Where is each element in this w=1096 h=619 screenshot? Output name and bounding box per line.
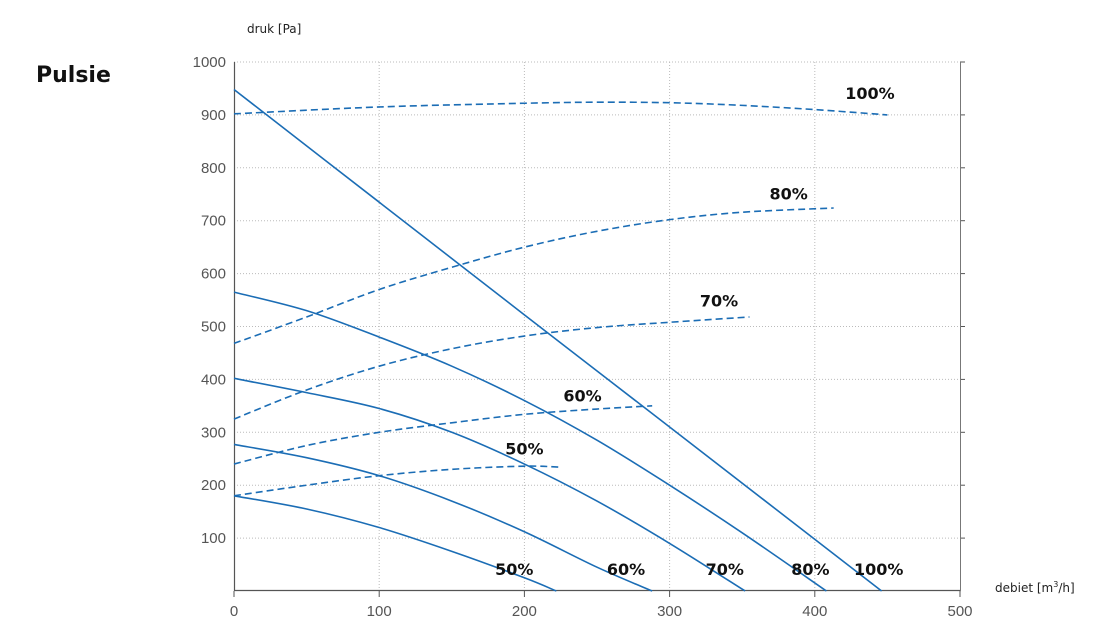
fan-curve-80pct	[233, 291, 827, 592]
y-tick-label: 600	[201, 266, 226, 283]
system-curve-label: 100%	[845, 84, 894, 103]
system-curve-label: 50%	[505, 440, 543, 459]
y-tick-label: 400	[201, 371, 226, 388]
y-tick-label: 300	[201, 424, 226, 441]
x-axis-label: debiet [m3/h]	[995, 580, 1075, 595]
tick-labels: 100 200 300 400 500 600 700 800 900 1000 0 100 200 30…	[193, 54, 973, 619]
system-curve-label: 70%	[700, 291, 738, 310]
x-axis-label-tail: /h]	[1058, 581, 1074, 595]
y-tick-label: 700	[201, 213, 226, 230]
fan-curve-label: 50%	[495, 560, 533, 579]
fan-curve-label: 100%	[854, 560, 903, 579]
system-curve-60pct	[233, 405, 653, 465]
x-tick-label: 300	[657, 603, 682, 619]
curves	[233, 88, 888, 592]
y-axis-label: druk [Pa]	[247, 22, 301, 36]
y-tick-label: 900	[201, 107, 226, 124]
system-curve-70pct	[233, 316, 750, 420]
system-curve-label: 60%	[563, 387, 601, 406]
y-tick-label: 800	[201, 160, 226, 177]
x-tick-label: 500	[947, 603, 972, 619]
system-curve-label: 80%	[770, 185, 808, 204]
y-tick-label: 100	[201, 530, 226, 547]
fan-curve-60pct	[233, 443, 653, 592]
y-tick-label: 200	[201, 477, 226, 494]
system-curve-50pct	[233, 465, 561, 497]
chart-title: Pulsie	[36, 63, 111, 88]
x-tick-label: 0	[230, 603, 238, 619]
fan-curve-70pct	[233, 377, 746, 592]
x-tick-label: 200	[512, 603, 537, 619]
fan-curve-label: 60%	[607, 560, 645, 579]
y-tick-label: 500	[201, 319, 226, 336]
y-tick-label: 1000	[193, 54, 226, 71]
fan-curve-100pct	[233, 88, 883, 592]
fan-curve-label: 80%	[791, 560, 829, 579]
x-axis-label-main: debiet [m	[995, 581, 1053, 595]
system-curve-80pct	[233, 207, 834, 345]
fan-curve-50pct	[233, 494, 557, 592]
x-axis-label-sup: 3	[1053, 580, 1058, 589]
x-tick-label: 100	[367, 603, 392, 619]
grid	[233, 61, 965, 597]
fan-curve-label: 70%	[706, 560, 744, 579]
axes	[233, 62, 961, 592]
x-tick-label: 400	[802, 603, 827, 619]
system-curve-100pct	[233, 101, 888, 116]
curve-labels: 50% 60% 70% 80% 100% 50% 60% 70% 80% 100%	[495, 84, 903, 579]
